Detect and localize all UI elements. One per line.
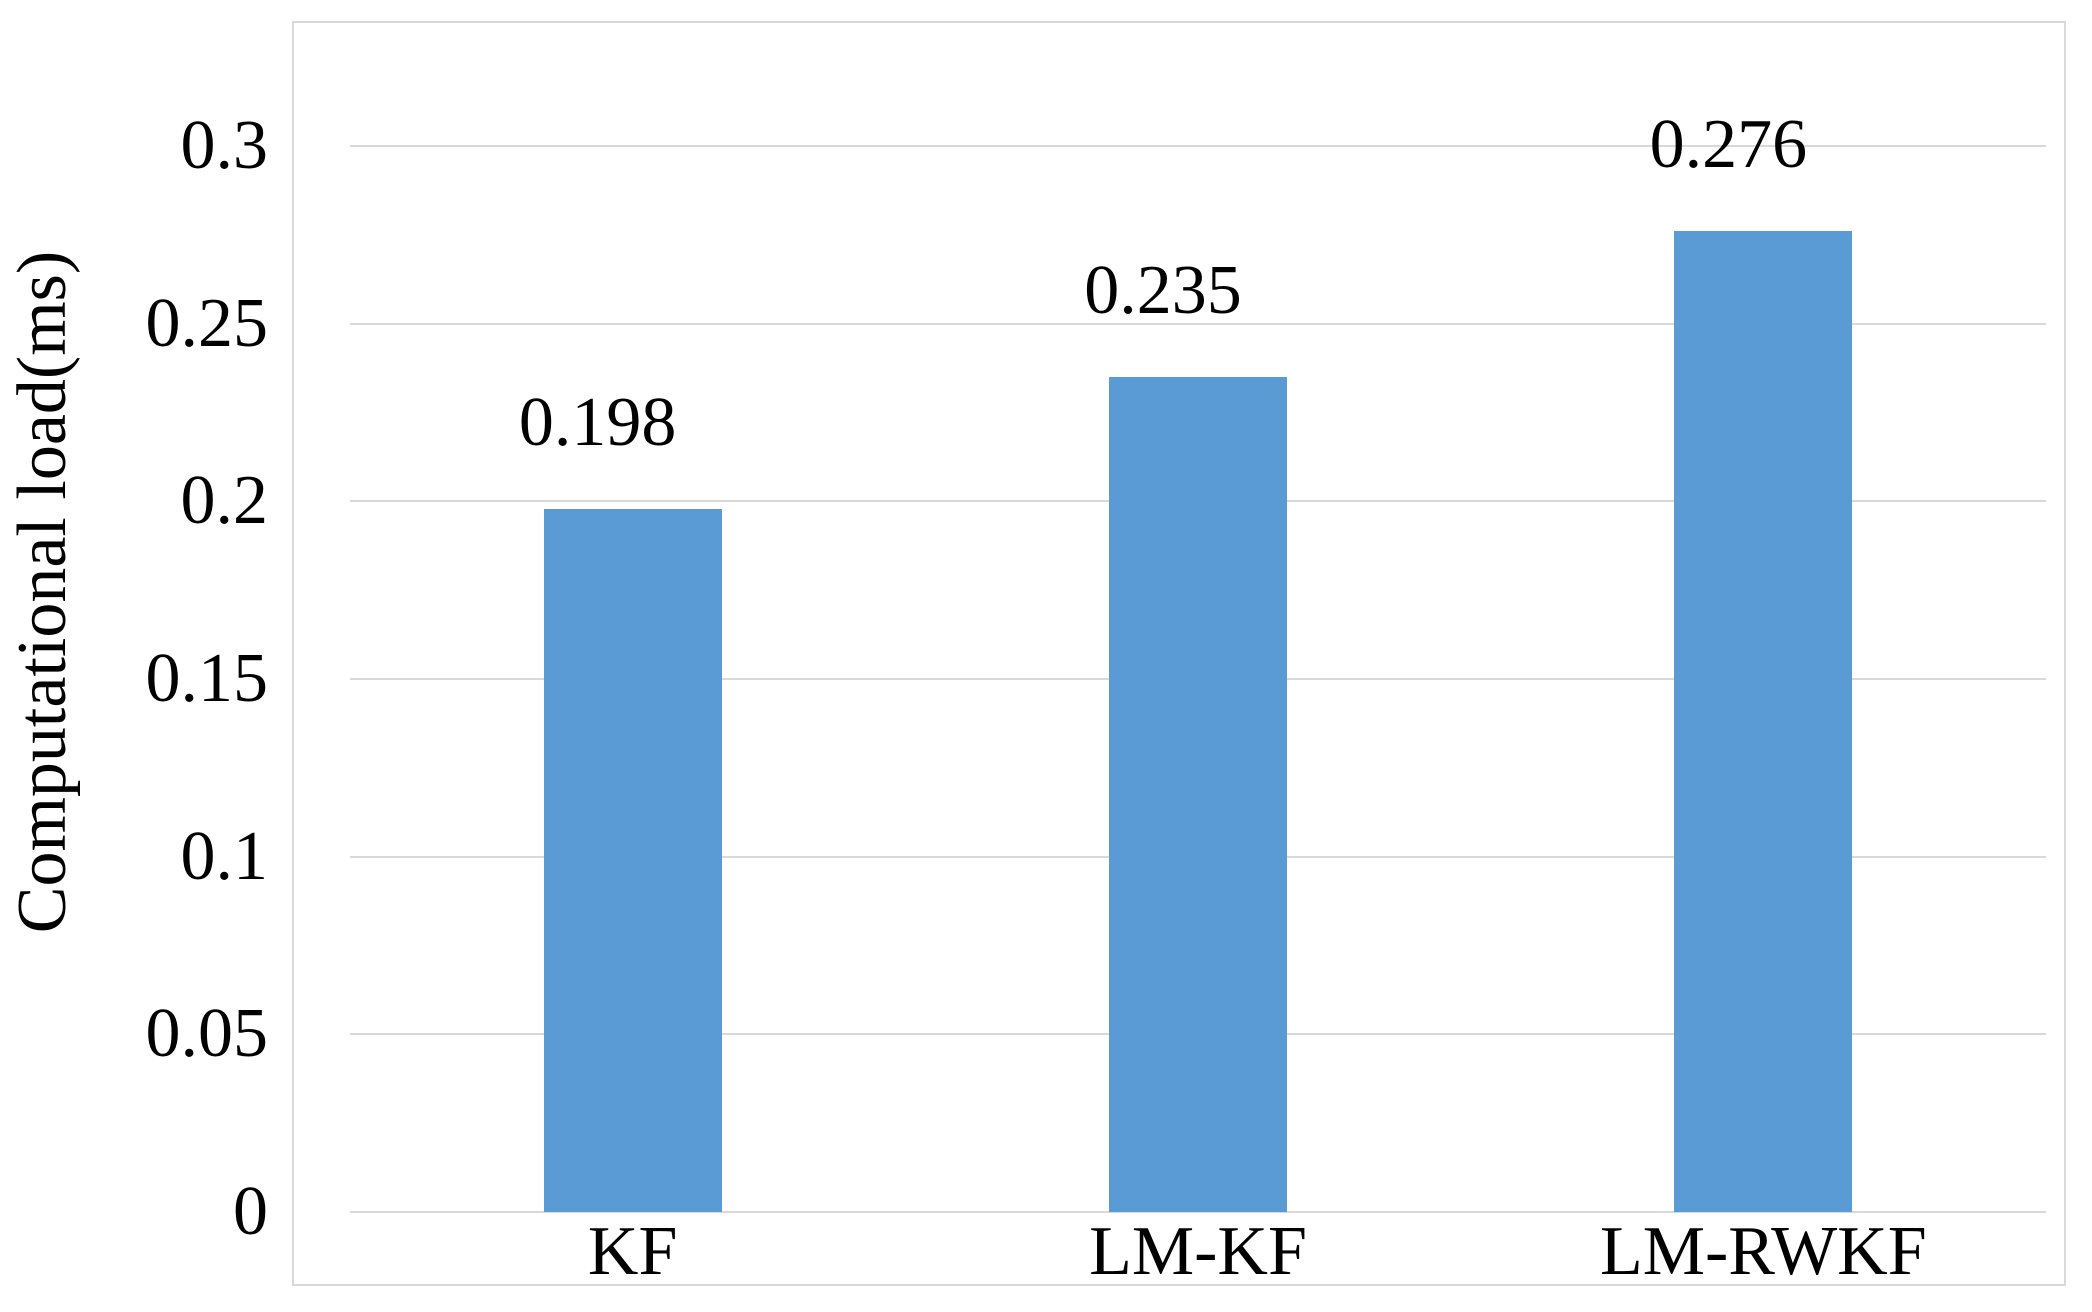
bar-lm-kf	[1109, 377, 1287, 1212]
y-tick-label: 0.2	[180, 462, 269, 540]
y-tick-label: 0.1	[180, 817, 269, 895]
x-tick-label-kf: KF	[587, 1213, 678, 1290]
y-tick-label: 0.3	[180, 107, 269, 185]
data-label-kf: 0.198	[518, 383, 677, 461]
y-tick-label: 0	[233, 1173, 268, 1250]
y-tick-label: 0.05	[145, 995, 269, 1073]
y-tick-label: 0.15	[145, 640, 269, 718]
data-label-lm-rwkf: 0.276	[1649, 106, 1808, 184]
x-tick-label-lm-rwkf: LM-RWKF	[1599, 1213, 1927, 1290]
bar-kf	[543, 508, 722, 1212]
y-tick-label: 0.25	[145, 284, 269, 362]
plot-area-border	[292, 21, 2066, 1286]
data-label-lm-kf: 0.235	[1084, 252, 1242, 330]
gridline	[350, 145, 2046, 148]
gridline	[350, 322, 2046, 325]
bar-lm-rwkf	[1674, 231, 1853, 1212]
x-axis-line	[350, 1211, 2046, 1213]
x-tick-label-lm-kf: LM-KF	[1089, 1213, 1307, 1290]
